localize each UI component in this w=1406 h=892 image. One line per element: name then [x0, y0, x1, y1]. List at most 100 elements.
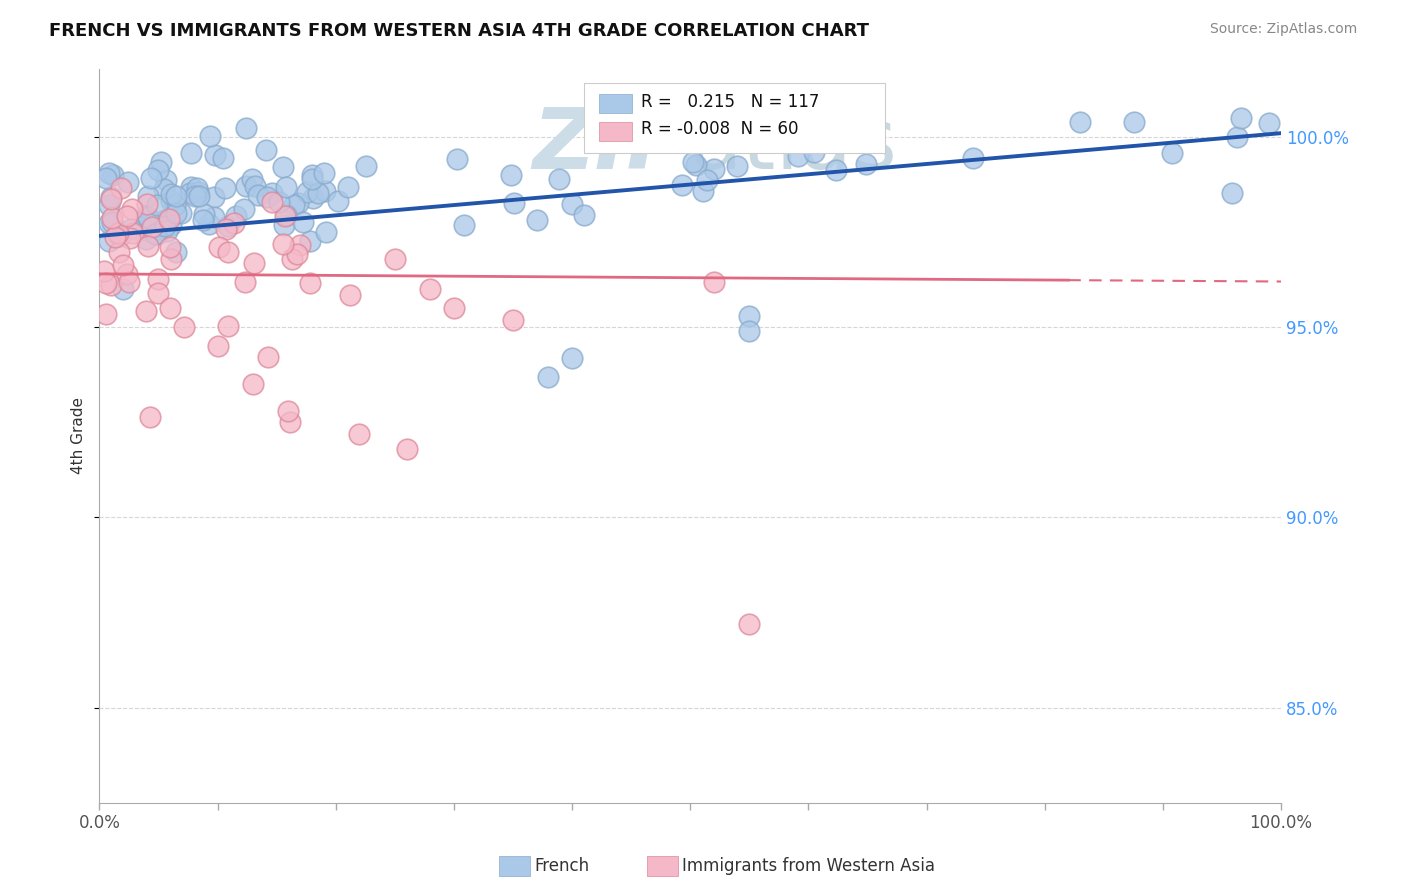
- Point: [155, 173, 177, 187]
- Point: [1230, 111, 1253, 125]
- Point: [173, 320, 195, 334]
- Point: [159, 211, 181, 226]
- Point: [287, 196, 309, 211]
- Point: [136, 196, 159, 211]
- Point: [197, 217, 219, 231]
- Point: [299, 276, 322, 290]
- Point: [159, 239, 181, 253]
- Point: [224, 216, 246, 230]
- Point: [120, 231, 142, 245]
- Point: [225, 209, 247, 223]
- Point: [257, 350, 280, 364]
- Point: [703, 161, 725, 176]
- Point: [207, 339, 229, 353]
- Point: [187, 185, 209, 199]
- Point: [135, 212, 157, 227]
- Point: [198, 129, 221, 144]
- Point: [115, 209, 138, 223]
- Point: [274, 209, 297, 223]
- Point: [159, 301, 181, 315]
- Bar: [599, 95, 633, 113]
- Point: [1258, 116, 1281, 130]
- Point: [100, 192, 122, 206]
- Point: [256, 189, 278, 203]
- Point: [271, 161, 294, 175]
- Point: [146, 227, 169, 241]
- Point: [146, 286, 169, 301]
- Point: [110, 181, 132, 195]
- Point: [339, 287, 361, 301]
- Point: [160, 218, 183, 232]
- Point: [290, 237, 312, 252]
- Point: [165, 206, 187, 220]
- Point: [217, 219, 239, 233]
- Point: [692, 184, 714, 198]
- Point: [139, 410, 162, 425]
- Point: [262, 195, 284, 210]
- Point: [136, 188, 159, 202]
- Bar: [599, 122, 633, 141]
- Point: [135, 223, 157, 237]
- Point: [156, 224, 179, 238]
- Point: [312, 166, 335, 180]
- Point: [180, 180, 202, 194]
- Point: [193, 207, 215, 221]
- Point: [97, 197, 120, 211]
- Point: [443, 301, 465, 315]
- Point: [453, 219, 475, 233]
- Point: [121, 226, 143, 240]
- Point: [537, 369, 560, 384]
- Point: [160, 252, 183, 266]
- Point: [277, 404, 299, 418]
- Point: [141, 171, 163, 186]
- Point: [235, 179, 257, 194]
- Point: [204, 148, 226, 162]
- Point: [384, 252, 406, 266]
- Point: [96, 171, 118, 186]
- Point: [682, 155, 704, 169]
- Point: [243, 178, 266, 193]
- Point: [153, 182, 176, 196]
- Point: [100, 190, 122, 204]
- Point: [97, 166, 120, 180]
- Point: [143, 227, 166, 241]
- Text: atlas: atlas: [690, 104, 898, 187]
- Point: [240, 171, 263, 186]
- Point: [696, 173, 718, 187]
- Point: [803, 145, 825, 159]
- Point: [671, 178, 693, 192]
- Point: [191, 213, 214, 227]
- Point: [117, 175, 139, 189]
- Point: [1160, 145, 1182, 160]
- Point: [160, 187, 183, 202]
- Point: [271, 237, 294, 252]
- Point: [135, 303, 157, 318]
- Point: [111, 258, 134, 272]
- Point: [243, 256, 266, 270]
- Point: [302, 191, 325, 205]
- Point: [685, 158, 707, 172]
- FancyBboxPatch shape: [583, 83, 886, 153]
- Point: [738, 309, 761, 323]
- Point: [267, 195, 290, 210]
- Point: [136, 239, 159, 253]
- Point: [93, 264, 115, 278]
- Point: [217, 244, 239, 259]
- Point: [276, 208, 298, 222]
- Point: [281, 252, 304, 267]
- Point: [561, 351, 583, 365]
- Point: [738, 324, 761, 338]
- Point: [1069, 115, 1091, 129]
- Text: R = -0.008  N = 60: R = -0.008 N = 60: [641, 120, 799, 138]
- Point: [314, 184, 336, 198]
- Point: [108, 244, 131, 259]
- Point: [179, 186, 201, 200]
- Point: [100, 277, 122, 292]
- Text: R =   0.215   N = 117: R = 0.215 N = 117: [641, 93, 818, 111]
- Point: [738, 616, 761, 631]
- Point: [100, 215, 122, 229]
- Point: [285, 247, 308, 261]
- Point: [121, 202, 143, 217]
- Point: [787, 149, 810, 163]
- Point: [115, 267, 138, 281]
